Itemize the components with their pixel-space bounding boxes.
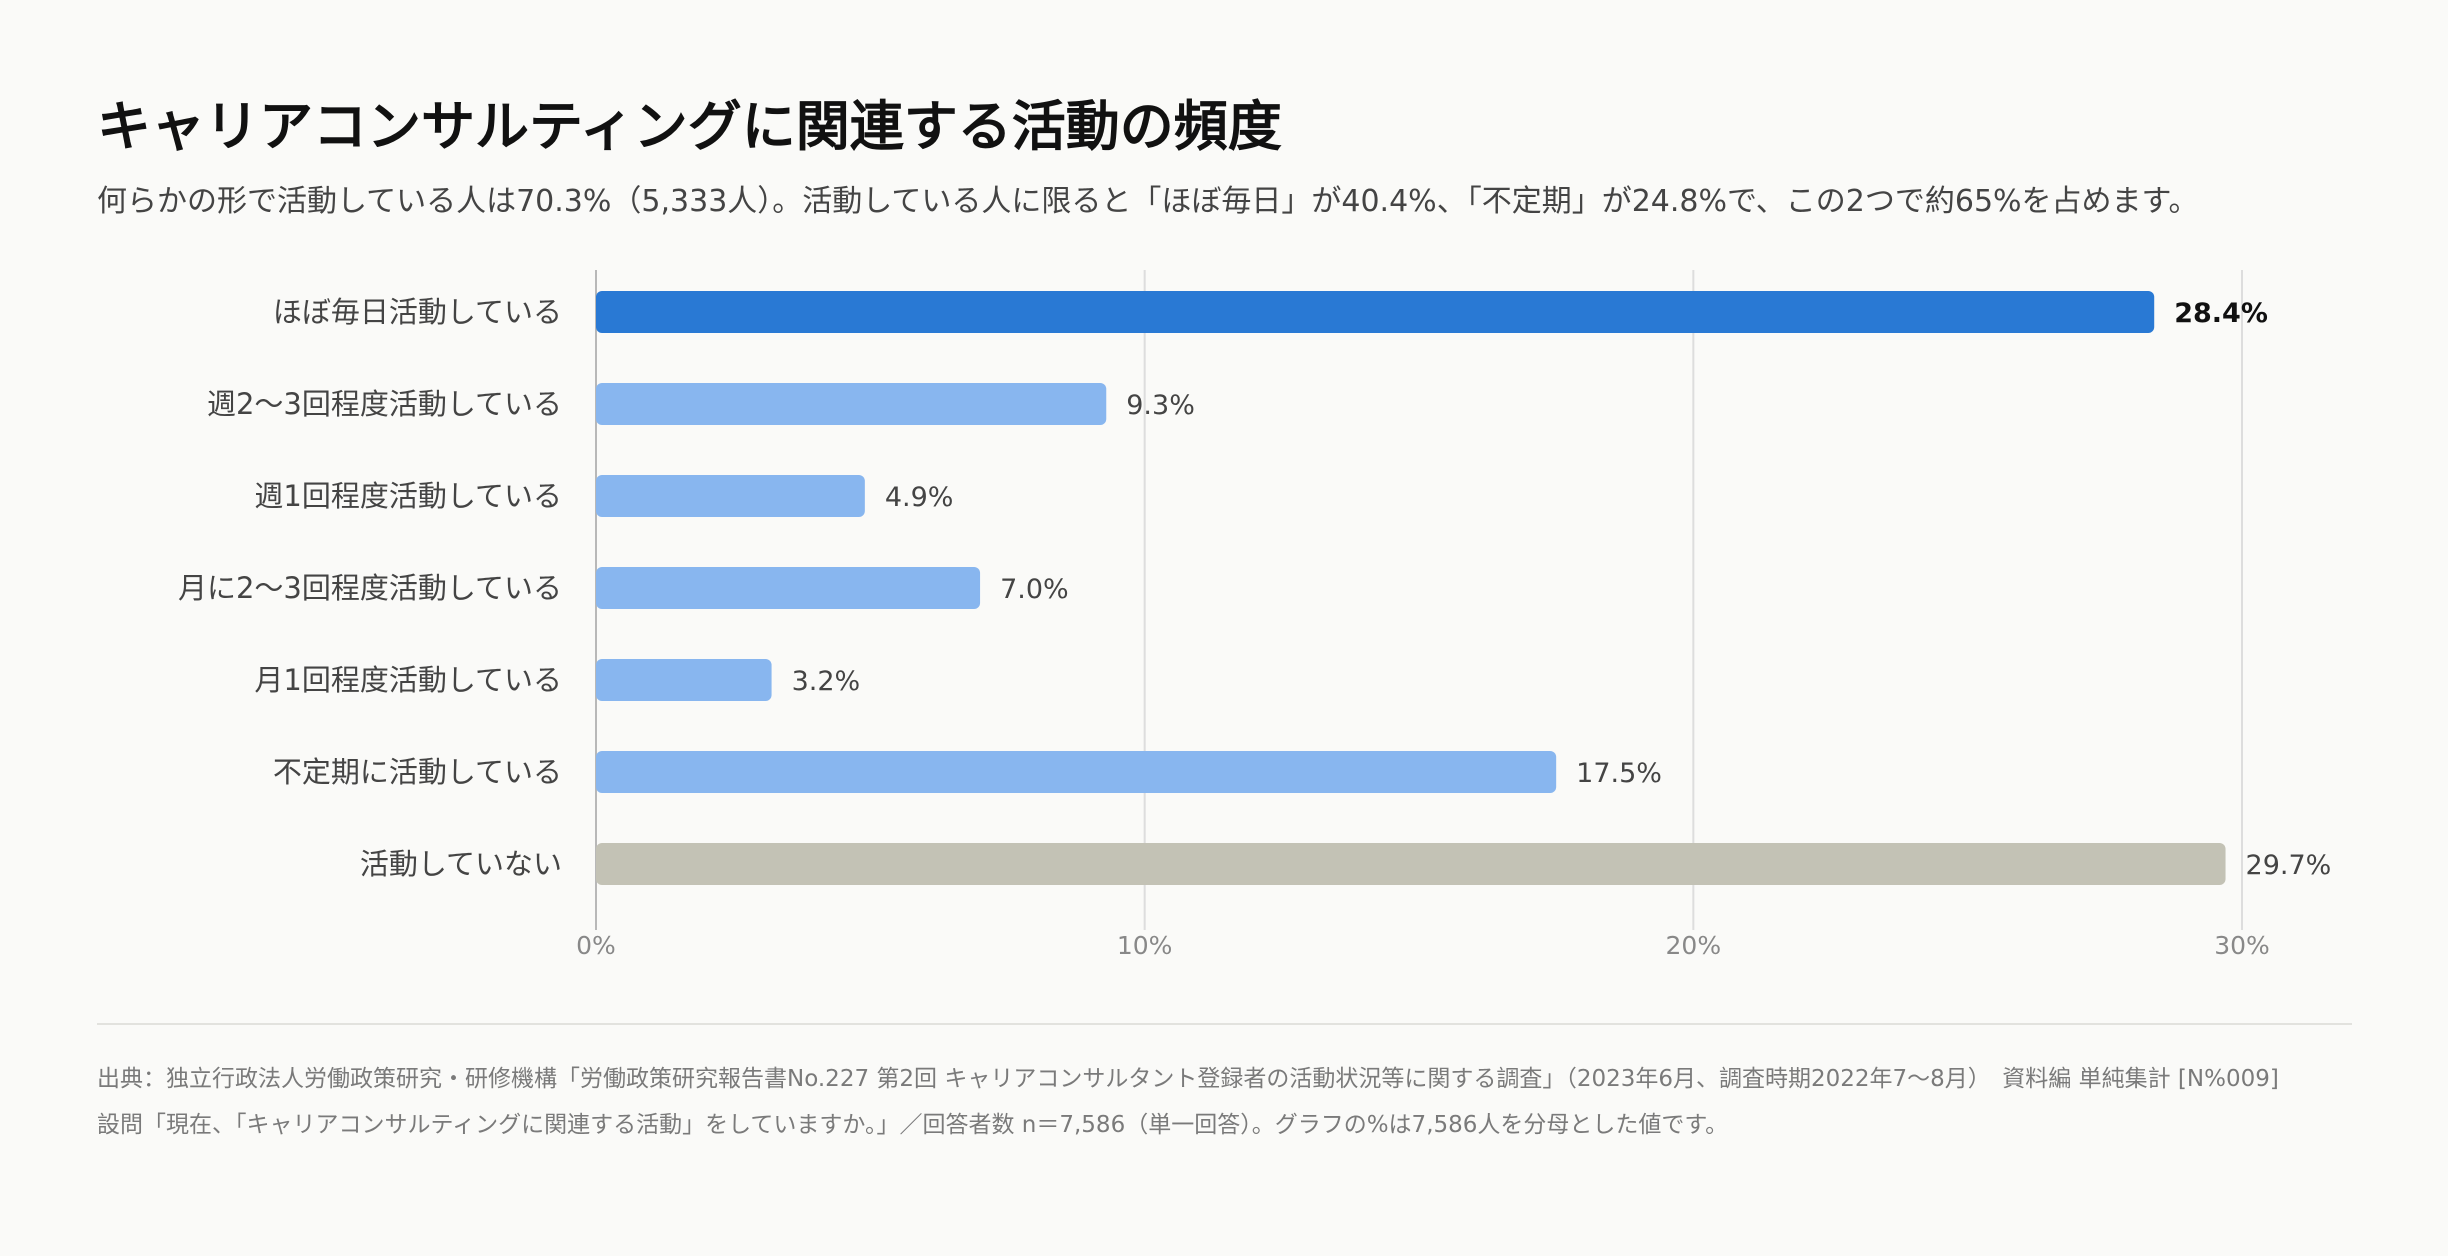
value-label: 9.3% [1126, 390, 1195, 421]
bar [596, 475, 865, 517]
x-tick-label: 0% [576, 931, 616, 960]
x-tick-label: 20% [1666, 931, 1722, 960]
bar [596, 567, 981, 609]
x-tick-label: 10% [1117, 931, 1173, 960]
bar [596, 659, 772, 701]
value-label: 7.0% [1000, 574, 1069, 605]
chart-title: キャリアコンサルティングに関連する活動の頻度 [97, 95, 1282, 158]
x-tick-label: 30% [2214, 931, 2270, 960]
category-label: 不定期に活動している [273, 755, 562, 789]
value-label: 29.7% [2246, 850, 2332, 881]
chart-subtitle: 何らかの形で活動している人は70.3%（5,333人）。活動している人に限ると「… [97, 184, 2199, 219]
footer: 出典：独立行政法人労働政策研究・研修機構「労働政策研究報告書No.227 第2回… [97, 1056, 2352, 1148]
bar-chart: 0% 10% 20% 30% ほぼ毎日活動している 28.4% 週2〜3回程度活動している 9… [178, 270, 2332, 960]
category-label: 月に2〜3回程度活動している [178, 571, 562, 605]
value-label: 4.9% [885, 482, 954, 513]
bar [596, 291, 2155, 333]
bar [596, 843, 2226, 885]
source-note: 出典：独立行政法人労働政策研究・研修機構「労働政策研究報告書No.227 第2回… [97, 1066, 2279, 1092]
value-label: 28.4% [2174, 298, 2268, 329]
category-label: 活動していない [360, 847, 562, 881]
bar [596, 751, 1557, 793]
question-note: 設問「現在、「キャリアコンサルティングに関連する活動」をしていますか。」／回答者… [97, 1112, 1729, 1138]
value-label: 3.2% [792, 666, 861, 697]
bar [596, 383, 1107, 425]
category-label: ほぼ毎日活動している [273, 295, 562, 329]
footer-divider [97, 1023, 2352, 1025]
category-label: 月1回程度活動している [254, 663, 562, 697]
category-label: 週2〜3回程度活動している [207, 387, 562, 421]
value-label: 17.5% [1576, 758, 1662, 789]
category-label: 週1回程度活動している [254, 479, 562, 513]
